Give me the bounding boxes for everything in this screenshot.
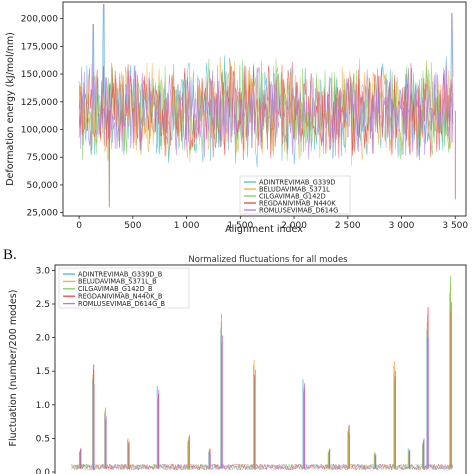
panel-a-y-tick-label: 175,000 [21,42,58,52]
panel-b-y-axis-label: Fluctuation (number/200 modes) [8,290,19,447]
panel-a-series-line [78,58,454,208]
panel-a-legend-entry: ROMLUSEVIMAB_D614G [259,206,338,214]
panel-b-legend-entry: REGDANIVIMAB_N440K_B [78,293,163,301]
panel-b-y-ticks: 0.0 0.5 1.0 1.5 2.0 2.5 3.0 [36,266,55,474]
panel-a-y-ticks: 25,000 50,000 75,000 100,000 125,000 150,000 1… [21,15,63,219]
panel-a-y-tick-label: 200,000 [21,15,58,25]
panel-a-x-tick-label: 1 000 [174,221,200,231]
panel-a-x-ticks: 0 500 1 000 1 500 2 000 2 500 3 000 3 500 [76,216,468,231]
panel-b-legend-box [58,267,190,309]
panel-a-series [78,3,456,208]
panel-b-frame [54,264,467,474]
panel-a-legend-entry: CILGAVIMAB_G142D [259,192,326,200]
panel-a-x-tick-label: 2 000 [281,221,307,231]
panel-a-y-tick-label: 150,000 [21,70,58,80]
panel-a-x-tick-label: 1 500 [227,221,253,231]
panel-b-legend-entry: CILGAVIMAB_G142D_B [78,285,153,293]
panel-b-y-tick-label: 0.5 [36,434,50,444]
panel-b-y-tick-label: 2.0 [36,334,51,344]
panel-b-y-tick-label: 1.0 [36,401,51,411]
panel-a-x-tick-label: 500 [124,221,141,231]
panel-a-frame [62,1,467,217]
panel-b-series-line [71,463,454,471]
panel-b-chart: Normalized fluctuations for all modes 0.… [8,255,467,474]
panel-a-y-tick-label: 100,000 [21,126,58,136]
panel-b-y-tick-label: 0.0 [36,468,51,474]
panel-b-title: Normalized fluctuations for all modes [188,255,348,265]
panel-b-legend-entry: ROMLUSEVIMAB_D614G_B [78,300,166,308]
panel-b-legend: ADINTREVIMAB_G339D_BBELUDAVIMAB_S371L_BC… [58,267,190,309]
panel-b-y-tick-label: 2.5 [36,300,50,310]
panel-a-x-tick-label: 2 500 [335,221,361,231]
panel-a-legend-box [239,175,351,215]
panel-a-chart: 25,000 50,000 75,000 100,000 125,000 150,000 1… [5,1,468,235]
panel-a-y-tick-label: 50,000 [27,181,59,191]
panel-a-series-line [78,63,454,160]
panel-b-legend-entry: BELUDAVIMAB_S371L_B [78,278,157,286]
panel-b-legend-entry: ADINTREVIMAB_G339D_B [78,270,163,278]
panel-a-y-axis-label: Deformation energy (kJ/mol/nm) [5,32,16,186]
panel-a-legend-entry: BELUDAVIMAB_S371L [259,185,330,193]
panel-b-y-tick-label: 3.0 [36,266,51,276]
panel-a-legend-entry: ADINTREVIMAB_G339D [259,178,336,186]
panel-b-y-tick-label: 1.5 [36,367,50,377]
panel-b-series [71,275,454,471]
panel-b-series-line [71,463,454,471]
panel-b-label: B. [3,247,17,263]
panel-a-y-tick-label: 25,000 [27,209,59,219]
panel-a-y-tick-label: 75,000 [27,153,59,163]
panel-a-x-tick-label: 0 [76,221,82,231]
panel-a-x-tick-label: 3 500 [442,221,468,231]
panel-b-series-line [71,463,453,471]
panel-a-x-axis-label: Alignment index [225,224,303,235]
panel-a-legend: ADINTREVIMAB_G339DBELUDAVIMAB_S371LCILGA… [239,175,351,215]
panel-a-y-tick-label: 125,000 [21,98,58,108]
panel-a-x-tick-label: 3 000 [389,221,415,231]
panel-a-legend-entry: REGDANIVIMAB_N440K [259,199,336,207]
